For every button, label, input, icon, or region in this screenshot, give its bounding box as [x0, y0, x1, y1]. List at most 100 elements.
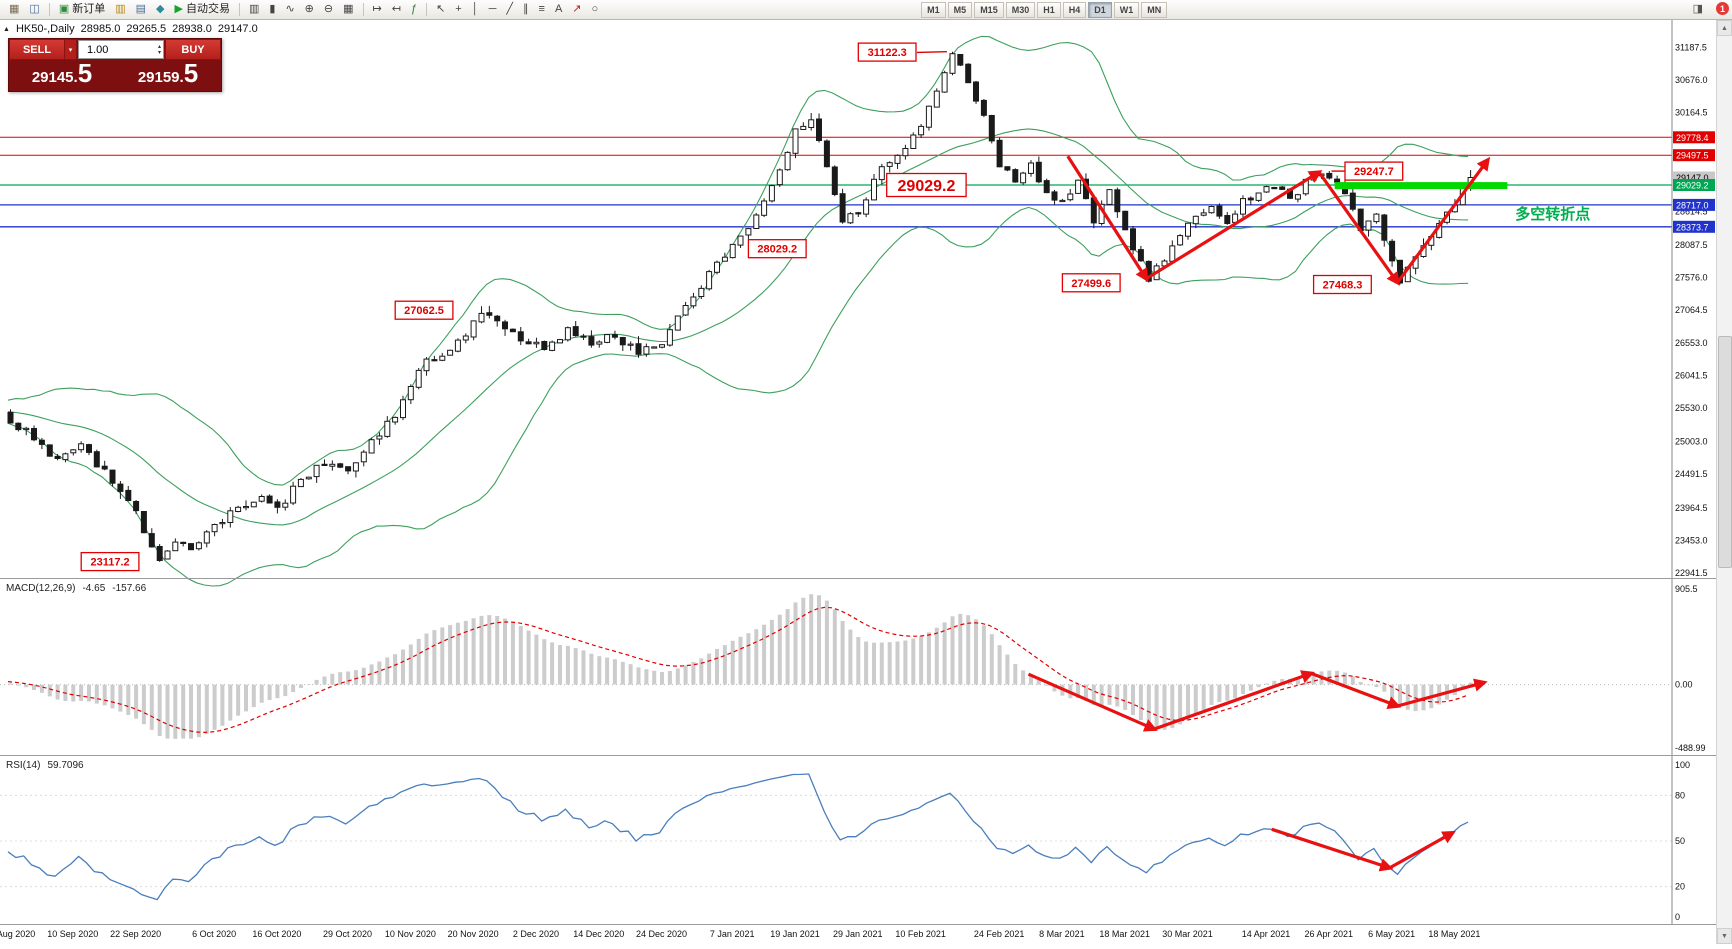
candlestick-chart-icon[interactable]: ▮ [265, 0, 279, 19]
bar-chart-icon: ▥ [248, 3, 260, 15]
lot-down-icon[interactable]: ▾ [157, 49, 161, 56]
timeframe-button-M15[interactable]: M15 [974, 1, 1004, 18]
chart-area[interactable]: 多空转折点 23117.2 27062.5 28029.2 31122.3 29029.2… [0, 20, 1716, 944]
chart-shift-icon[interactable]: ↤ [388, 0, 405, 19]
chart-background[interactable] [0, 20, 1716, 944]
candle-body [423, 358, 430, 372]
macd-histogram-bar [1107, 684, 1112, 705]
cursor-icon[interactable]: ↖ [432, 0, 449, 19]
macd-histogram-bar [919, 636, 924, 685]
price-annotation-box[interactable] [80, 551, 140, 572]
candle-body [792, 128, 799, 154]
timeframe-button-H1[interactable]: H1 [1037, 1, 1061, 18]
macd-value-signal: -157.66 [112, 583, 147, 594]
tile-windows-icon[interactable]: ▦ [339, 0, 357, 19]
support-highlight-bar[interactable] [1334, 182, 1508, 190]
price-axis-label: 22941.5 [1675, 568, 1708, 578]
zoom-in-icon[interactable]: ⊕ [301, 0, 318, 19]
channel-icon[interactable]: ∥ [519, 0, 533, 19]
macd-histogram-bar [1241, 684, 1245, 694]
macd-histogram-bar [1233, 684, 1238, 699]
vertical-line-icon[interactable]: │ [468, 0, 483, 19]
lot-stepper[interactable]: ▴ ▾ [158, 44, 161, 56]
chart-symbol-period: HK50-,Daily [15, 23, 75, 35]
data-window-icon[interactable]: ▤ [132, 0, 150, 19]
candle-body [957, 54, 964, 66]
rsi-trend-arrow [1271, 827, 1394, 872]
zoom-in-icon: ⊕ [304, 3, 314, 15]
candle-body [1271, 187, 1278, 190]
sell-button[interactable]: SELL [9, 39, 65, 60]
price-chart-svg[interactable]: 多空转折点 23117.2 27062.5 28029.2 31122.3 29029.2… [0, 20, 1716, 944]
crosshair-icon[interactable]: + [451, 0, 465, 19]
candle-body [15, 422, 22, 431]
zoom-out-icon[interactable]: ⊖ [320, 0, 337, 19]
autotrading-button[interactable]: ▶ 自动交易 [171, 0, 234, 19]
sell-dropdown-button[interactable]: ▾ [65, 39, 77, 60]
price-annotation-box[interactable] [857, 42, 917, 62]
lot-size-input[interactable]: 1.00 ▴ ▾ [78, 40, 164, 59]
indicators-icon[interactable]: ƒ [407, 0, 421, 19]
macd-histogram-bar [1217, 684, 1222, 703]
new-order-button[interactable]: ▣ 新订单 [55, 0, 109, 19]
bar-chart-icon[interactable]: ▥ [245, 0, 263, 19]
chart-profiles-icon[interactable]: ◫ [25, 0, 43, 19]
auto-scroll-icon[interactable]: ↦ [369, 0, 386, 19]
macd-axis-label: 0.00 [1675, 680, 1693, 690]
vertical-scrollbar[interactable]: ▲ ▼ [1716, 20, 1732, 944]
scrollbar-track[interactable] [1717, 36, 1732, 928]
candle-body [148, 533, 155, 548]
market-watch-icon[interactable]: ▥ [111, 0, 129, 19]
timeframe-button-MN[interactable]: MN [1141, 1, 1168, 18]
lot-up-icon[interactable]: ▴ [157, 43, 161, 50]
date-label: 29 Jan 2021 [833, 929, 883, 939]
macd-histogram-bar [47, 684, 52, 697]
notification-badge[interactable]: 1 [1716, 2, 1729, 15]
timeframe-button-D1[interactable]: D1 [1088, 1, 1112, 18]
shapes-icon[interactable]: ○ [588, 0, 603, 19]
candle-body [1349, 192, 1356, 210]
date-label: 31 Aug 2020 [0, 929, 35, 939]
candle-body [698, 287, 705, 297]
timeframe-button-M5[interactable]: M5 [947, 1, 973, 18]
price-annotation-box[interactable] [394, 300, 454, 320]
scrollbar-thumb[interactable] [1718, 336, 1732, 568]
candle-body [23, 427, 30, 431]
trendline-icon[interactable]: ╱ [502, 0, 517, 19]
date-label: 29 Oct 2020 [323, 929, 372, 939]
macd-histogram-bar [424, 633, 429, 685]
timeframe-button-W1[interactable]: W1 [1113, 1, 1140, 18]
price-annotation-box[interactable] [886, 172, 967, 198]
chart-panel-icon[interactable]: ◨ [1692, 3, 1703, 15]
candle-body [62, 453, 69, 461]
arrow-tool-icon[interactable]: ↗ [568, 0, 585, 19]
candle-body [949, 53, 956, 74]
macd-histogram-bar [385, 657, 390, 685]
macd-histogram-bar [510, 621, 515, 685]
price-annotation-box[interactable] [1061, 273, 1121, 293]
macd-trend-arrow [1397, 678, 1488, 708]
horizontal-line-icon[interactable]: ─ [485, 0, 501, 19]
scroll-up-button[interactable]: ▲ [1717, 20, 1732, 36]
macd-indicator-label: MACD(12,26,9) -4.65 -157.66 [6, 583, 146, 594]
macd-histogram-bar [314, 679, 319, 685]
chart-profiles-icon: ◫ [29, 3, 40, 15]
new-chart-icon[interactable]: ▦ [5, 0, 23, 19]
line-chart-icon[interactable]: ∿ [281, 0, 298, 19]
macd-histogram-bar [667, 671, 672, 685]
timeframe-button-H4[interactable]: H4 [1062, 1, 1087, 18]
fibonacci-icon[interactable]: ≡ [535, 0, 549, 19]
price-annotation-box[interactable] [747, 239, 807, 259]
one-click-trading-panel: SELL ▾ 1.00 ▴ ▾ BUY 29145. 5 29159. 5 [8, 38, 222, 92]
timeframe-button-M1[interactable]: M1 [921, 1, 946, 18]
price-annotation-box[interactable] [1312, 274, 1372, 295]
price-annotation-box[interactable] [1344, 161, 1404, 181]
scroll-down-button[interactable]: ▼ [1717, 928, 1732, 944]
timeframe-button-M30[interactable]: M30 [1005, 1, 1036, 18]
text-icon[interactable]: A [551, 0, 566, 19]
sell-price-main: 29145. [31, 69, 78, 86]
navigator-icon[interactable]: ◆ [152, 0, 168, 19]
macd-value-main: -4.65 [82, 583, 106, 594]
macd-histogram-bar [369, 664, 374, 685]
buy-button[interactable]: BUY [165, 39, 221, 60]
